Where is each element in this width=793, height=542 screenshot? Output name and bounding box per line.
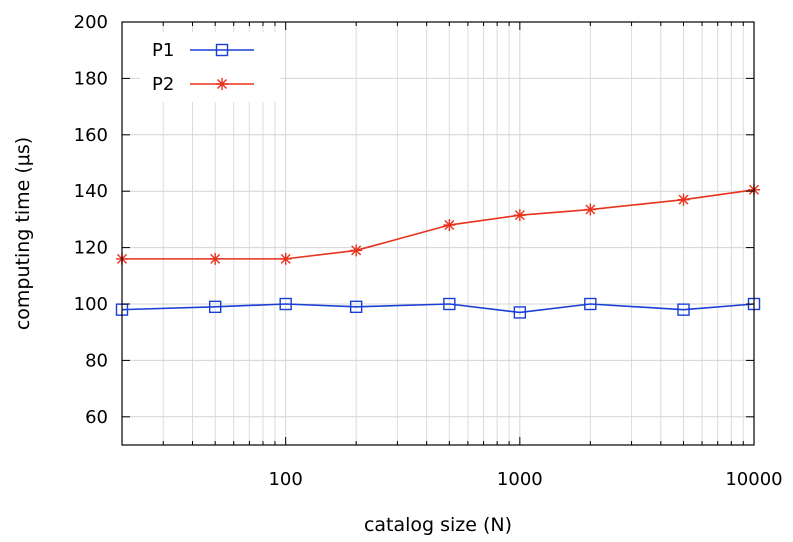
marker-stroke [280,253,291,264]
data-point-p2 [677,193,690,206]
data-point-p2 [584,203,597,216]
y-tick-label: 180 [74,68,108,89]
data-point-p1 [443,297,456,311]
legend-background [140,32,280,102]
marker-stroke [514,210,525,221]
x-tick-label: 10000 [725,469,782,490]
series-line-p2 [122,188,755,260]
marker-stroke [217,79,227,89]
legend-marker-p1 [215,43,229,57]
series-p2 [116,183,760,265]
marker-stroke [585,204,596,215]
data-point-p2 [443,219,456,232]
data-point-p1 [208,300,222,314]
legend-marker-p2 [216,78,228,90]
y-tick-label: 100 [74,294,108,315]
y-tick-label: 80 [85,350,108,371]
data-point-p2 [209,252,222,265]
marker-stroke [444,220,455,231]
x-axis-label: catalog size (N) [364,514,512,536]
data-point-p2 [279,252,292,265]
y-tick-label: 160 [74,125,108,146]
data-point-p2 [350,244,363,257]
legend: P1 P2 [140,32,280,102]
data-point-p1 [584,297,597,311]
legend-label-p2: P2 [152,74,174,95]
data-point-p1 [513,306,527,319]
axis-ticks: 60 80 100 120 140 160 180 200 100 1000 10000 [74,12,783,490]
data-point-p2 [513,209,526,222]
marker-stroke [351,245,362,256]
y-tick-label: 120 [74,238,108,259]
data-point-p1 [279,297,292,311]
y-tick-label: 200 [74,12,108,33]
y-tick-label: 60 [85,407,108,428]
legend-label-p1: P1 [152,40,174,61]
y-axis-label: computing time (μs) [12,137,34,330]
marker-stroke [678,194,689,205]
data-point-p1 [349,300,363,314]
series-line-p1 [121,303,755,314]
x-tick-label: 100 [268,469,302,490]
plot-frame [121,21,755,446]
x-tick-label: 1000 [497,469,543,490]
marker-stroke [210,253,221,264]
series-layer [115,183,761,319]
series-p1 [115,297,761,319]
y-tick-label: 140 [74,181,108,202]
data-point-p1 [677,303,690,316]
